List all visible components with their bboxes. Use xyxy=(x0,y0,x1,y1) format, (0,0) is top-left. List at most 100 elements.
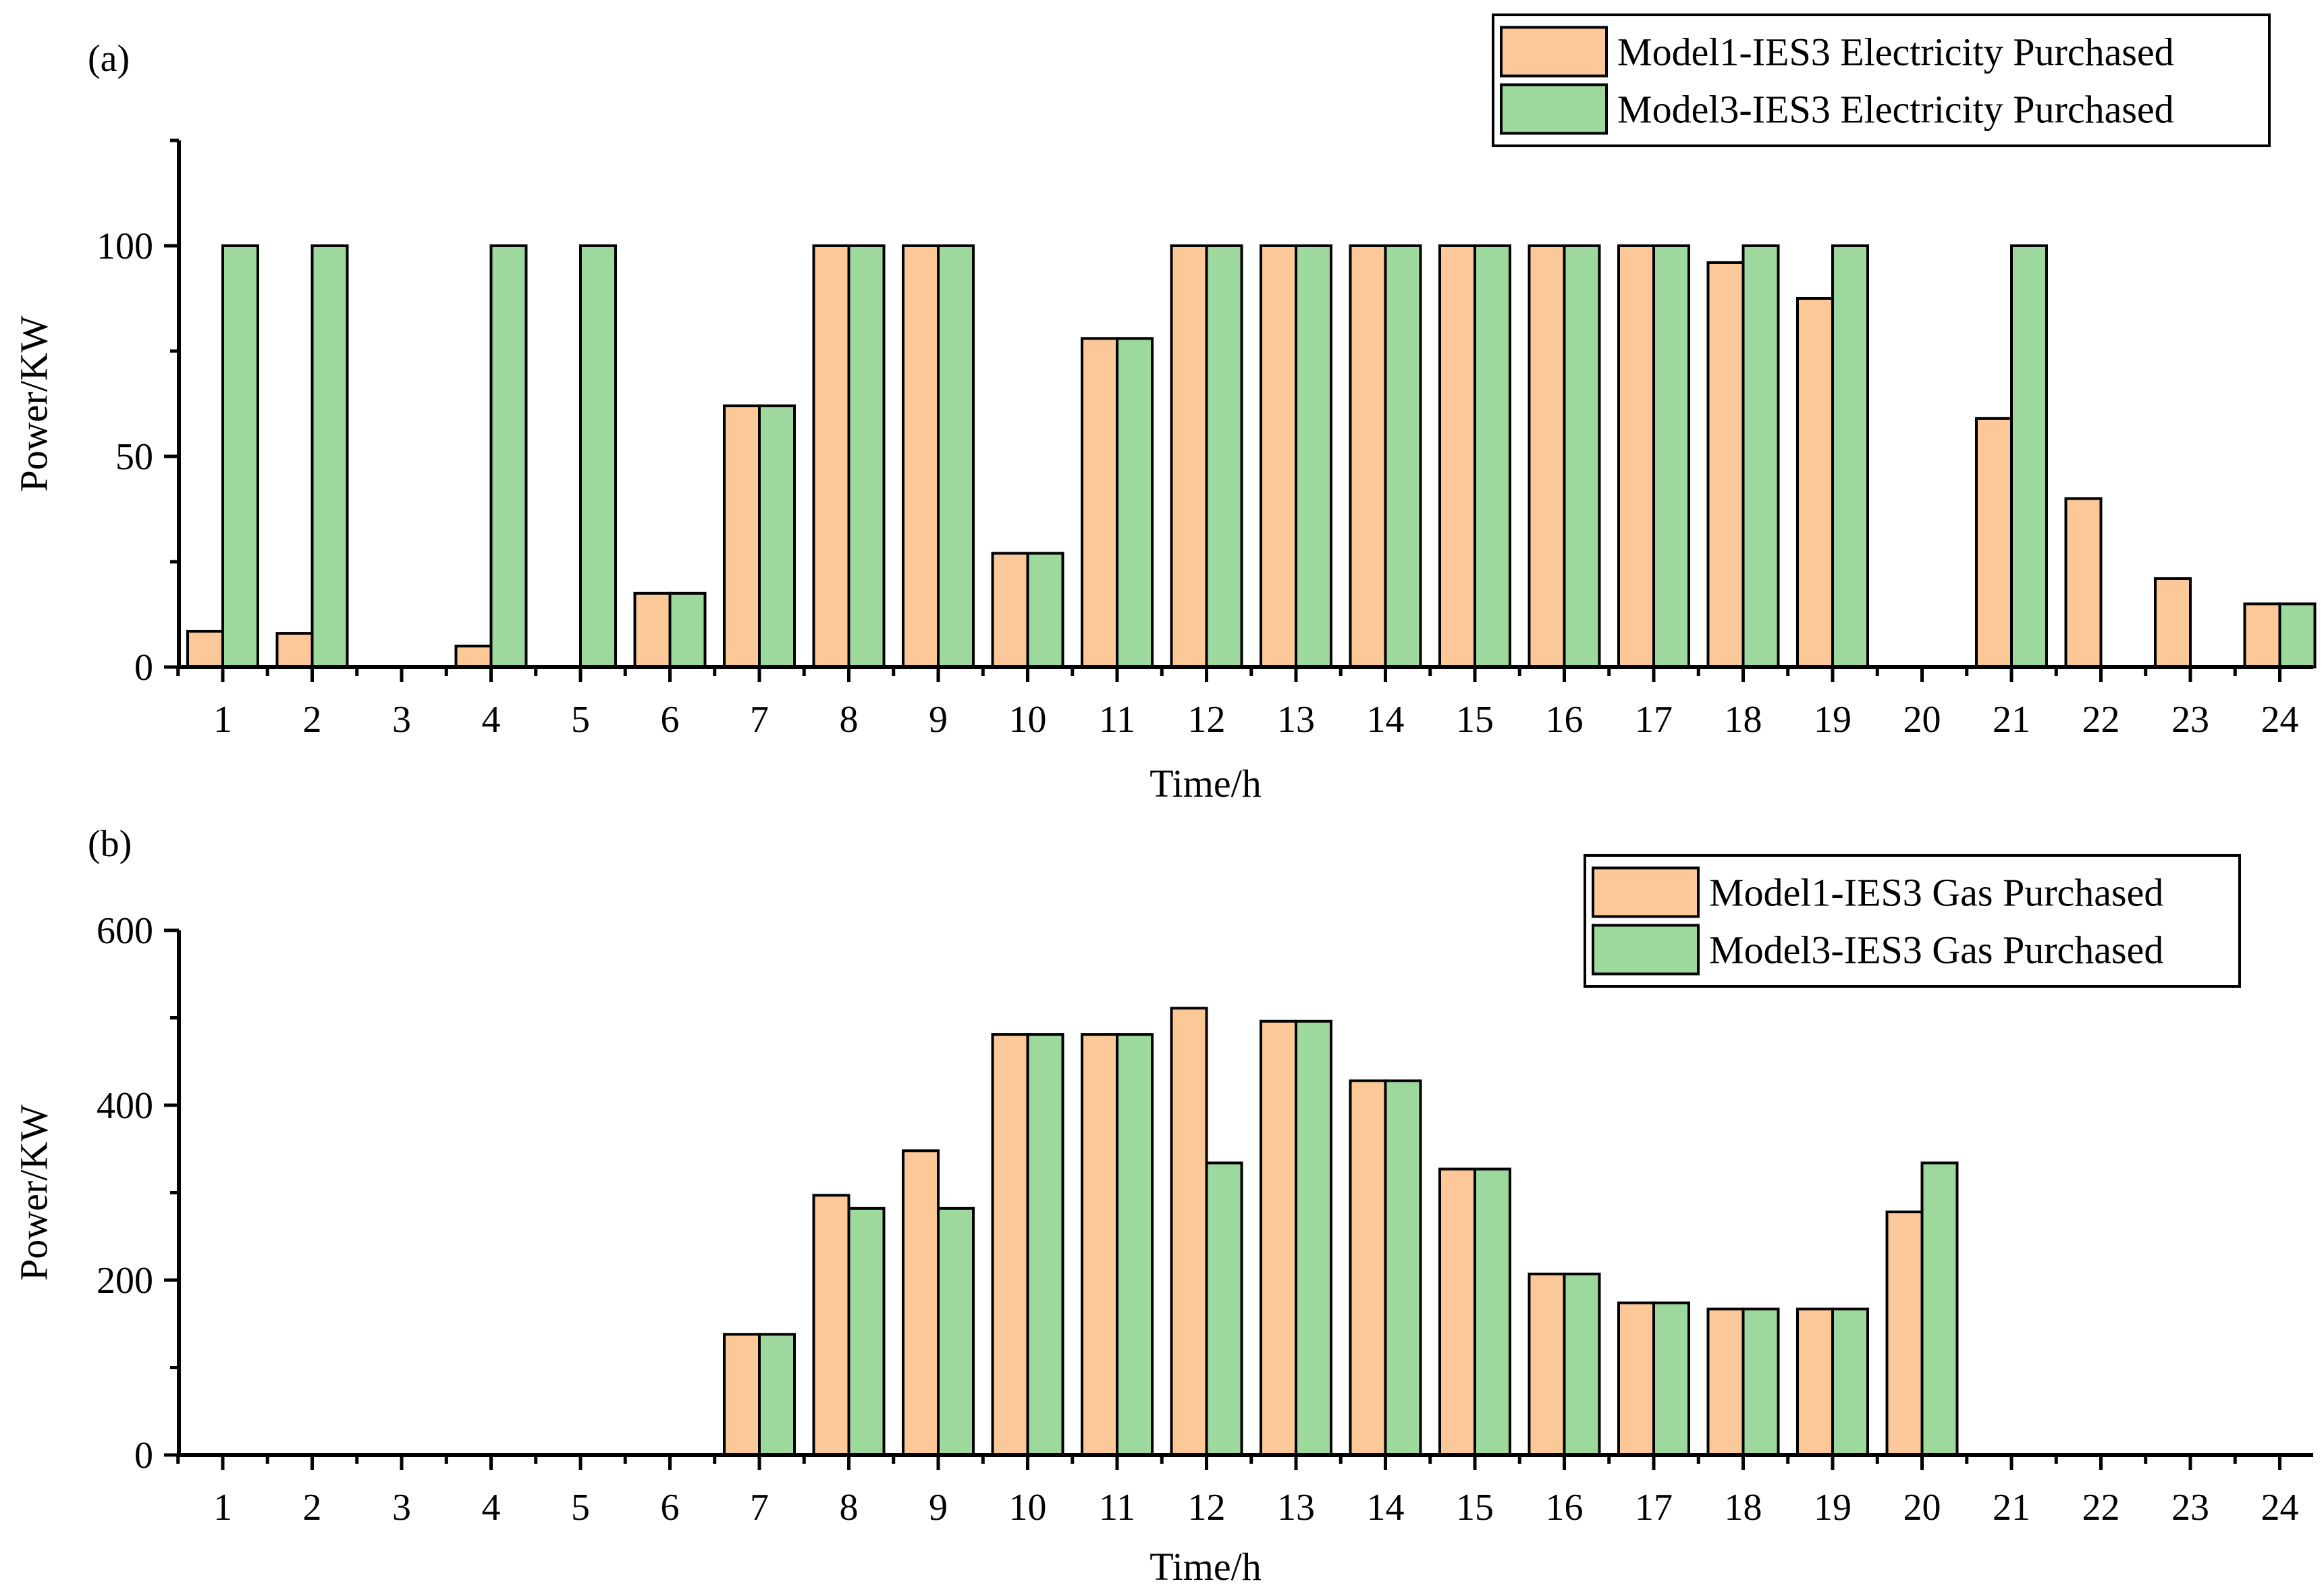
panel-a-bar-model1-h24 xyxy=(2243,602,2281,669)
panel-a-x-tick-label-20: 20 xyxy=(1903,699,1941,741)
panel-a-bar-model3-h12 xyxy=(1205,244,1243,668)
panel-b-x-tick-label-6: 6 xyxy=(661,1487,680,1529)
panel-a-bar-model3-h13 xyxy=(1295,244,1332,668)
panel-a-legend-swatch-model3 xyxy=(1500,83,1608,135)
panel-a-bar-model3-h10 xyxy=(1026,552,1064,669)
panel-a-y-tick-label-0: 0 xyxy=(134,647,153,689)
panel-b-x-tick-label-18: 18 xyxy=(1725,1487,1762,1529)
panel-b-x-tick-label-9: 9 xyxy=(929,1487,948,1529)
panel-a-x-tick-label-15: 15 xyxy=(1456,699,1494,741)
panel-a-x-tick-label-7: 7 xyxy=(750,699,769,741)
panel-a-bar-model3-h8 xyxy=(847,244,886,668)
panel-b-x-tick-label-23: 23 xyxy=(2171,1487,2209,1529)
panel-a-x-tick-label-22: 22 xyxy=(2082,699,2120,741)
panel-a-y-tick-label-100: 100 xyxy=(97,226,153,267)
panel-b-x-tick-label-20: 20 xyxy=(1903,1487,1941,1529)
panel-b-bar-model1-h13 xyxy=(1260,1019,1297,1457)
panel-b-x-tick-label-15: 15 xyxy=(1456,1487,1494,1529)
panel-b-bar-model3-h16 xyxy=(1563,1272,1601,1457)
panel-a-bar-model3-h5 xyxy=(579,244,617,668)
panel-a-legend-label-model1: Model1-IES3 Electricity Purchased xyxy=(1617,30,2174,74)
panel-a-x-tick-label-6: 6 xyxy=(661,699,680,741)
panel-b-bar-model3-h14 xyxy=(1384,1079,1422,1456)
panel-a-bar-model1-h10 xyxy=(991,552,1029,669)
panel-a-bar-model1-h12 xyxy=(1170,244,1208,668)
panel-b-bar-model1-h10 xyxy=(991,1033,1029,1456)
panel-a-x-tick-label-2: 2 xyxy=(303,699,322,741)
panel-a-x-tick-label-14: 14 xyxy=(1367,699,1405,741)
panel-a-bar-model1-h18 xyxy=(1706,261,1745,668)
panel-a-bar-model3-h18 xyxy=(1741,244,1780,668)
panel-a-bar-model1-h17 xyxy=(1617,244,1655,668)
panel-b-y-tick-label-200: 200 xyxy=(97,1260,153,1302)
panel-a-x-tick-label-9: 9 xyxy=(929,699,948,741)
panel-b-bar-model3-h17 xyxy=(1652,1301,1690,1457)
panel-a-x-tick-label-24: 24 xyxy=(2261,699,2299,741)
panel-b-bar-model3-h8 xyxy=(847,1207,886,1457)
panel-a-bar-model3-h9 xyxy=(937,244,975,668)
panel-a-x-tick-label-13: 13 xyxy=(1277,699,1315,741)
panel-b-x-tick-label-7: 7 xyxy=(750,1487,769,1529)
panel-b-bar-model1-h16 xyxy=(1528,1272,1566,1457)
panel-b-x-tick-label-21: 21 xyxy=(1993,1487,2030,1529)
panel-a-bar-model1-h8 xyxy=(812,244,850,668)
panel-a-x-tick-label-19: 19 xyxy=(1814,699,1852,741)
panel-b-x-tick-label-4: 4 xyxy=(482,1487,501,1529)
panel-a-bar-model3-h17 xyxy=(1652,244,1690,668)
panel-b-bar-model3-h15 xyxy=(1474,1167,1511,1457)
panel-a-x-tick-label-3: 3 xyxy=(392,699,411,741)
panel-b-x-tick-label-10: 10 xyxy=(1009,1487,1047,1529)
panel-b-bar-model1-h14 xyxy=(1349,1079,1387,1456)
panel-a-bar-model1-h11 xyxy=(1081,337,1118,668)
panel-a-legend: Model1-IES3 Electricity Purchased Model3-… xyxy=(1492,14,2271,147)
panel-a-bar-model1-h1 xyxy=(186,629,224,669)
panel-b-x-tick-label-13: 13 xyxy=(1277,1487,1315,1529)
panel-b-x-axis-title: Time/h xyxy=(1150,1545,1261,1589)
panel-a-bar-model1-h22 xyxy=(2064,497,2103,669)
panel-a-bar-model1-h19 xyxy=(1796,297,1834,668)
panel-b-legend-label-model3: Model3-IES3 Gas Purchased xyxy=(1709,928,2163,972)
panel-b-legend-swatch-model1 xyxy=(1592,866,1700,918)
panel-a-bar-model1-h13 xyxy=(1260,244,1297,668)
panel-b-bar-model1-h18 xyxy=(1706,1307,1745,1456)
panel-b-y-tick-label-400: 400 xyxy=(97,1085,153,1127)
panel-b-x-tick-label-5: 5 xyxy=(571,1487,590,1529)
panel-b-x-tick-label-12: 12 xyxy=(1188,1487,1226,1529)
panel-b-bar-model3-h10 xyxy=(1026,1033,1064,1456)
panel-a-bar-model3-h19 xyxy=(1831,244,1869,668)
panel-b-x-tick-label-24: 24 xyxy=(2261,1487,2299,1529)
panel-a-bar-model1-h21 xyxy=(1975,417,2013,669)
panel-a-bar-model1-h7 xyxy=(723,404,761,668)
panel-a-bar-model3-h7 xyxy=(758,404,796,668)
panel-b-x-tick-label-8: 8 xyxy=(840,1487,859,1529)
panel-b-x-tick-label-1: 1 xyxy=(213,1487,232,1529)
panel-b-x-tick-label-22: 22 xyxy=(2082,1487,2120,1529)
panel-b-x-tick-label-11: 11 xyxy=(1099,1487,1135,1529)
panel-a-y-axis-title: Power/KW xyxy=(12,315,56,492)
panel-b-bar-model1-h19 xyxy=(1796,1307,1834,1456)
panel-b-bar-model3-h19 xyxy=(1831,1307,1869,1456)
panel-a-bar-model1-h16 xyxy=(1528,244,1566,668)
panel-b-y-tick-label-600: 600 xyxy=(97,910,153,952)
panel-b-x-tick-label-14: 14 xyxy=(1367,1487,1405,1529)
panel-b-x-tick-label-16: 16 xyxy=(1546,1487,1584,1529)
panel-a-bar-model1-h6 xyxy=(633,591,672,668)
panel-a-panel-label: (a) xyxy=(88,38,130,80)
panel-b-bar-model1-h17 xyxy=(1617,1301,1655,1457)
panel-a-bar-model3-h1 xyxy=(221,244,259,668)
panel-b-bar-model3-h11 xyxy=(1116,1033,1154,1456)
panel-a-x-tick-label-12: 12 xyxy=(1188,699,1226,741)
panel-a-x-tick-label-4: 4 xyxy=(482,699,501,741)
panel-b-bar-model1-h20 xyxy=(1885,1210,1924,1456)
panel-b-x-tick-label-3: 3 xyxy=(392,1487,411,1529)
panel-a-bar-model1-h15 xyxy=(1438,244,1476,668)
panel-b-bar-model3-h7 xyxy=(758,1333,796,1457)
panel-a-bar-model1-h2 xyxy=(275,632,314,669)
panel-b-bar-model1-h8 xyxy=(812,1194,850,1456)
panel-a-bar-model3-h4 xyxy=(489,244,528,668)
panel-b-legend-label-model1: Model1-IES3 Gas Purchased xyxy=(1709,871,2163,915)
panel-a-legend-label-model3: Model3-IES3 Electricity Purchased xyxy=(1617,88,2174,132)
panel-a-bar-model3-h24 xyxy=(2278,602,2317,669)
